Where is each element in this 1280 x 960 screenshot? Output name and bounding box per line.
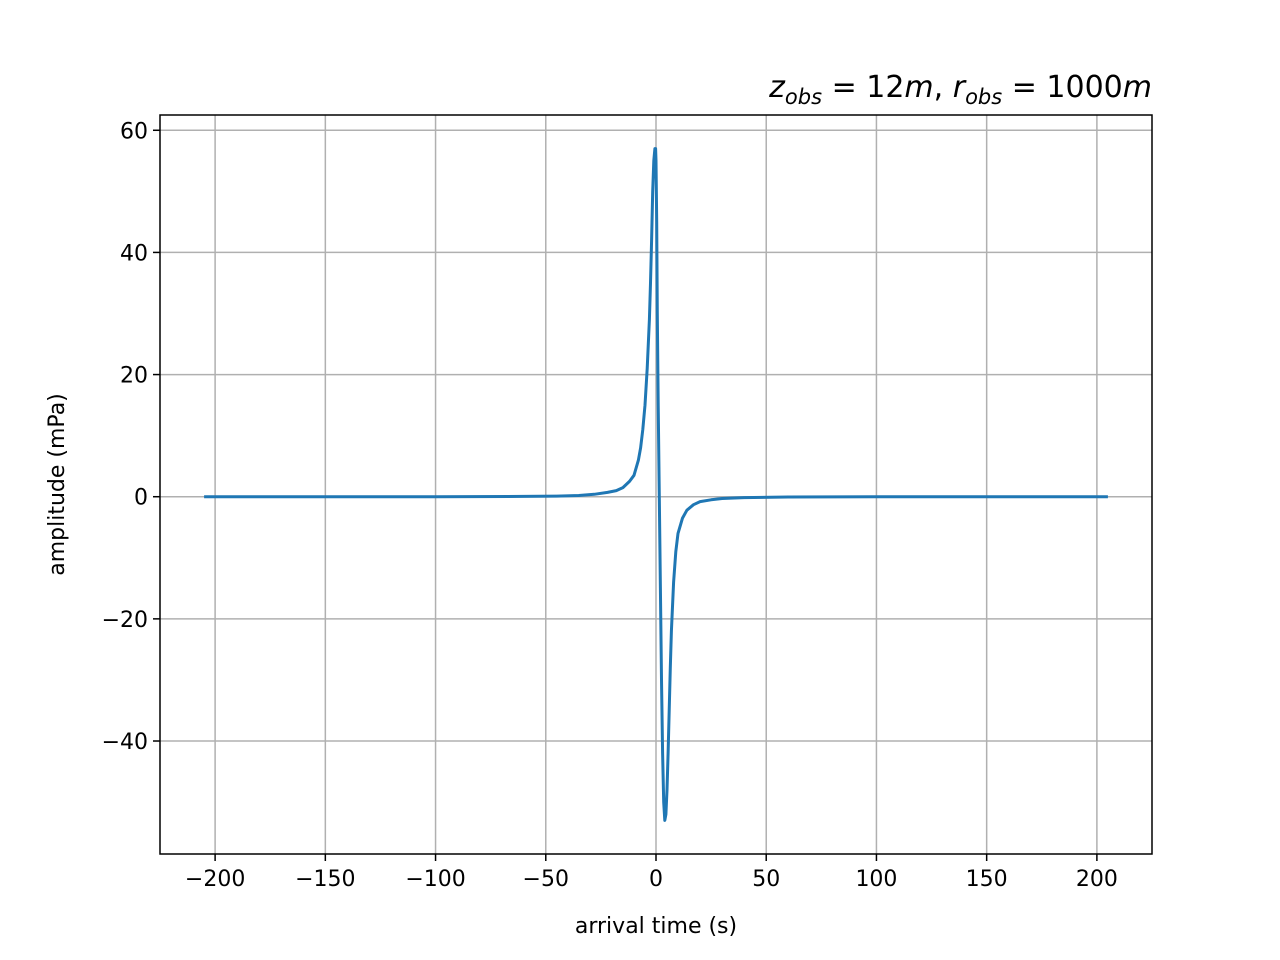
- y-tick-label: 60: [120, 119, 148, 144]
- x-tick-label: −200: [185, 867, 245, 892]
- title-part: obs: [965, 85, 1002, 109]
- x-axis-label: arrival time (s): [575, 914, 737, 939]
- title-part: m: [1123, 70, 1152, 105]
- title-part: m: [904, 70, 933, 105]
- y-tick-label: 20: [120, 364, 148, 389]
- y-axis-label: amplitude (mPa): [45, 393, 70, 576]
- title-part: ,: [934, 70, 953, 105]
- chart-title: zobs = 12m, robs = 1000m: [768, 70, 1152, 109]
- x-tick-label: 0: [649, 867, 663, 892]
- x-tick-label: −50: [523, 867, 569, 892]
- x-tick-label: 150: [966, 867, 1008, 892]
- x-axis: −200 −150 −100 −50 0 50 100 150 200: [185, 854, 1118, 892]
- y-tick-label: −40: [102, 730, 148, 755]
- x-tick-label: 100: [855, 867, 897, 892]
- x-tick-label: −100: [405, 867, 465, 892]
- x-tick-label: −150: [295, 867, 355, 892]
- title-part: z: [768, 70, 786, 105]
- x-tick-label: 50: [752, 867, 780, 892]
- series-line: [204, 147, 1108, 822]
- y-tick-label: 0: [134, 486, 148, 511]
- title-part: = 12: [822, 70, 904, 105]
- y-tick-label: −20: [102, 608, 148, 633]
- title-part: obs: [785, 85, 822, 109]
- x-tick-label: 200: [1076, 867, 1118, 892]
- title-part: = 1000: [1002, 70, 1123, 105]
- title-part: r: [953, 70, 967, 105]
- y-tick-label: 40: [120, 241, 148, 266]
- y-axis: −40 −20 0 20 40 60: [102, 119, 160, 755]
